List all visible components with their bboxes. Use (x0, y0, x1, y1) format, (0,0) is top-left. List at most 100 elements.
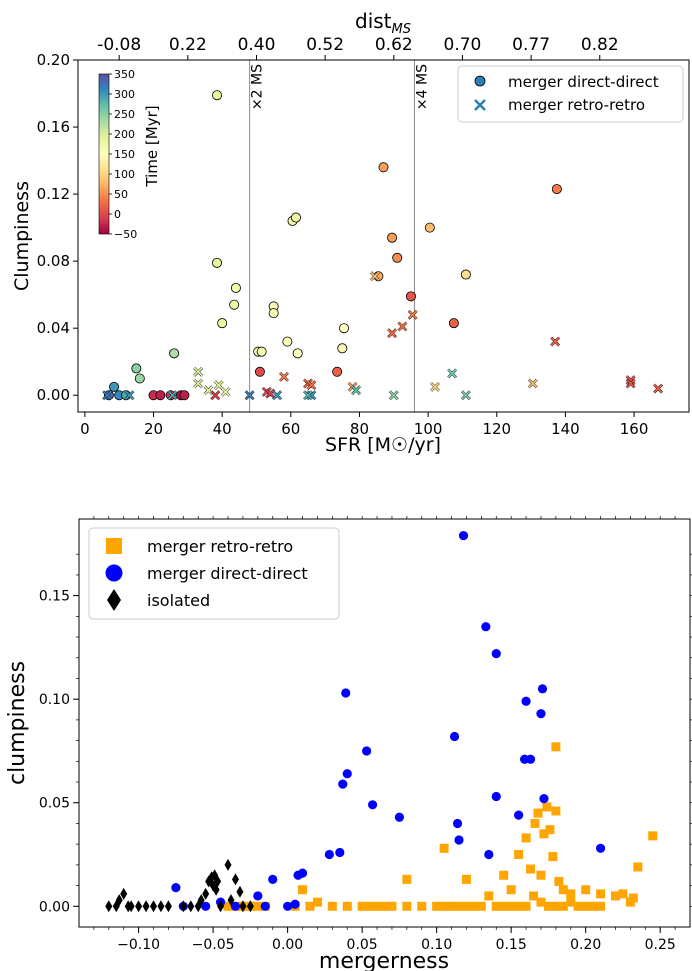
legend-marker-diamond (107, 589, 121, 611)
x-tick-label: 20 (144, 420, 163, 438)
data-point-direct-direct (134, 373, 145, 384)
data-point-direct-direct (491, 649, 501, 659)
colorbar-tick-label: 0 (114, 208, 121, 221)
data-point-retro-retro (223, 901, 233, 911)
x-tick-label: 140 (551, 420, 580, 438)
data-point-isolated (236, 885, 244, 898)
data-point-retro-retro (499, 901, 509, 911)
legend-label-retro-retro: merger retro-retro (508, 96, 645, 114)
data-point-retro-retro (545, 825, 555, 835)
colorbar-tick-label: 350 (114, 68, 135, 81)
data-point-direct-direct (525, 754, 536, 764)
data-point-retro-retro (514, 901, 524, 911)
data-point-isolated (150, 900, 158, 913)
data-point-direct-direct (362, 746, 372, 756)
data-point-retro-retro (529, 891, 539, 901)
x-tick-label: 0.05 (347, 937, 378, 953)
data-point-direct-direct (332, 366, 343, 377)
y-tick-label: 0.08 (37, 252, 70, 270)
data-point-retro-retro (402, 874, 412, 884)
x-marker-stroke (550, 336, 560, 347)
data-point-retro-retro (596, 889, 606, 899)
data-point-retro-retro (588, 901, 598, 911)
data-point-retro-retro (312, 897, 322, 907)
data-point-retro-retro (102, 390, 113, 401)
x-marker-stroke (447, 368, 457, 379)
x-marker-stroke (528, 378, 538, 389)
data-point-direct-direct (109, 381, 120, 392)
top-tick-label: 0.82 (581, 35, 619, 55)
x-tick-label: 120 (482, 420, 511, 438)
data-point-retro-retro (476, 901, 486, 911)
data-point-retro-retro (380, 901, 389, 911)
y-tick-label: 0.20 (37, 51, 70, 69)
data-point-direct-direct (448, 318, 459, 329)
data-point-direct-direct (491, 791, 501, 802)
data-point-retro-retro (439, 843, 449, 853)
y-tick-label: 0.00 (39, 899, 70, 915)
data-point-retro-retro (454, 901, 464, 911)
x-tick-label: 0.10 (421, 937, 452, 953)
x-marker-stroke (653, 383, 663, 394)
data-point-direct-direct (212, 90, 223, 101)
data-point-direct-direct (449, 731, 460, 742)
y-tick-label: 0.04 (37, 319, 70, 337)
chart1-legend-box (457, 65, 684, 123)
data-point-retro-retro (460, 390, 471, 401)
chart1-points (102, 90, 664, 401)
data-point-isolated (142, 900, 150, 913)
data-point-retro-retro (193, 378, 204, 389)
data-point-retro-retro (506, 901, 516, 911)
data-point-retro-retro (550, 336, 561, 347)
data-point-retro-retro (499, 870, 509, 880)
legend-label-retro-retro-2: merger retro-retro (147, 537, 293, 556)
data-point-direct-direct (283, 901, 293, 911)
data-point-direct-direct (179, 390, 190, 401)
colorbar-tick-label: 150 (114, 148, 135, 161)
data-point-retro-retro (306, 380, 317, 391)
colorbar-tick-label: 100 (114, 168, 135, 181)
data-point-direct-direct (341, 688, 351, 698)
legend-marker-circle-2 (105, 564, 123, 582)
data-point-direct-direct (394, 812, 405, 822)
x-marker-stroke (461, 390, 471, 400)
legend-marker-x (474, 99, 486, 111)
data-point-direct-direct (537, 684, 548, 694)
data-point-isolated (179, 900, 187, 913)
data-point-retro-retro (491, 901, 501, 911)
data-point-retro-retro (167, 390, 178, 401)
data-point-isolated (120, 887, 128, 900)
data-point-retro-retro (625, 375, 636, 386)
data-point-direct-direct (324, 849, 334, 860)
data-point-retro-retro (388, 390, 399, 401)
data-point-retro-retro (272, 390, 283, 401)
top-tick-label: 0.52 (306, 35, 344, 55)
data-point-retro-retro (539, 829, 549, 839)
x-marker-stroke (210, 390, 220, 400)
data-point-direct-direct (424, 222, 435, 233)
data-point-direct-direct (230, 282, 241, 293)
chart2-y-ticks: 0.00 0.05 0.10 0.15 (39, 553, 692, 915)
legend-label-direct-direct-2: merger direct-direct (147, 564, 308, 583)
data-point-isolated (246, 900, 254, 913)
x-tick-label: 0.00 (272, 937, 303, 953)
colorbar-tick-label: 50 (114, 188, 128, 201)
data-point-isolated (127, 900, 135, 913)
x-marker-stroke (279, 372, 289, 382)
data-point-retro-retro (365, 901, 375, 911)
chart1-ms-lines: ×2 MS ×4 MS (249, 60, 430, 412)
data-point-isolated (187, 900, 195, 913)
data-point-retro-retro (521, 901, 531, 911)
data-point-retro-retro (447, 368, 458, 379)
data-point-retro-retro (265, 388, 276, 399)
data-point-retro-retro (618, 889, 628, 899)
x-tick-label: 0.25 (645, 937, 676, 953)
data-point-isolated (202, 887, 210, 900)
top-tick-label: 0.22 (169, 35, 207, 55)
data-point-retro-retro (461, 901, 471, 911)
y-tick-label: 0.10 (39, 692, 70, 708)
data-point-direct-direct (539, 793, 549, 804)
x-marker-stroke (203, 385, 214, 395)
data-point-retro-retro (527, 378, 538, 389)
